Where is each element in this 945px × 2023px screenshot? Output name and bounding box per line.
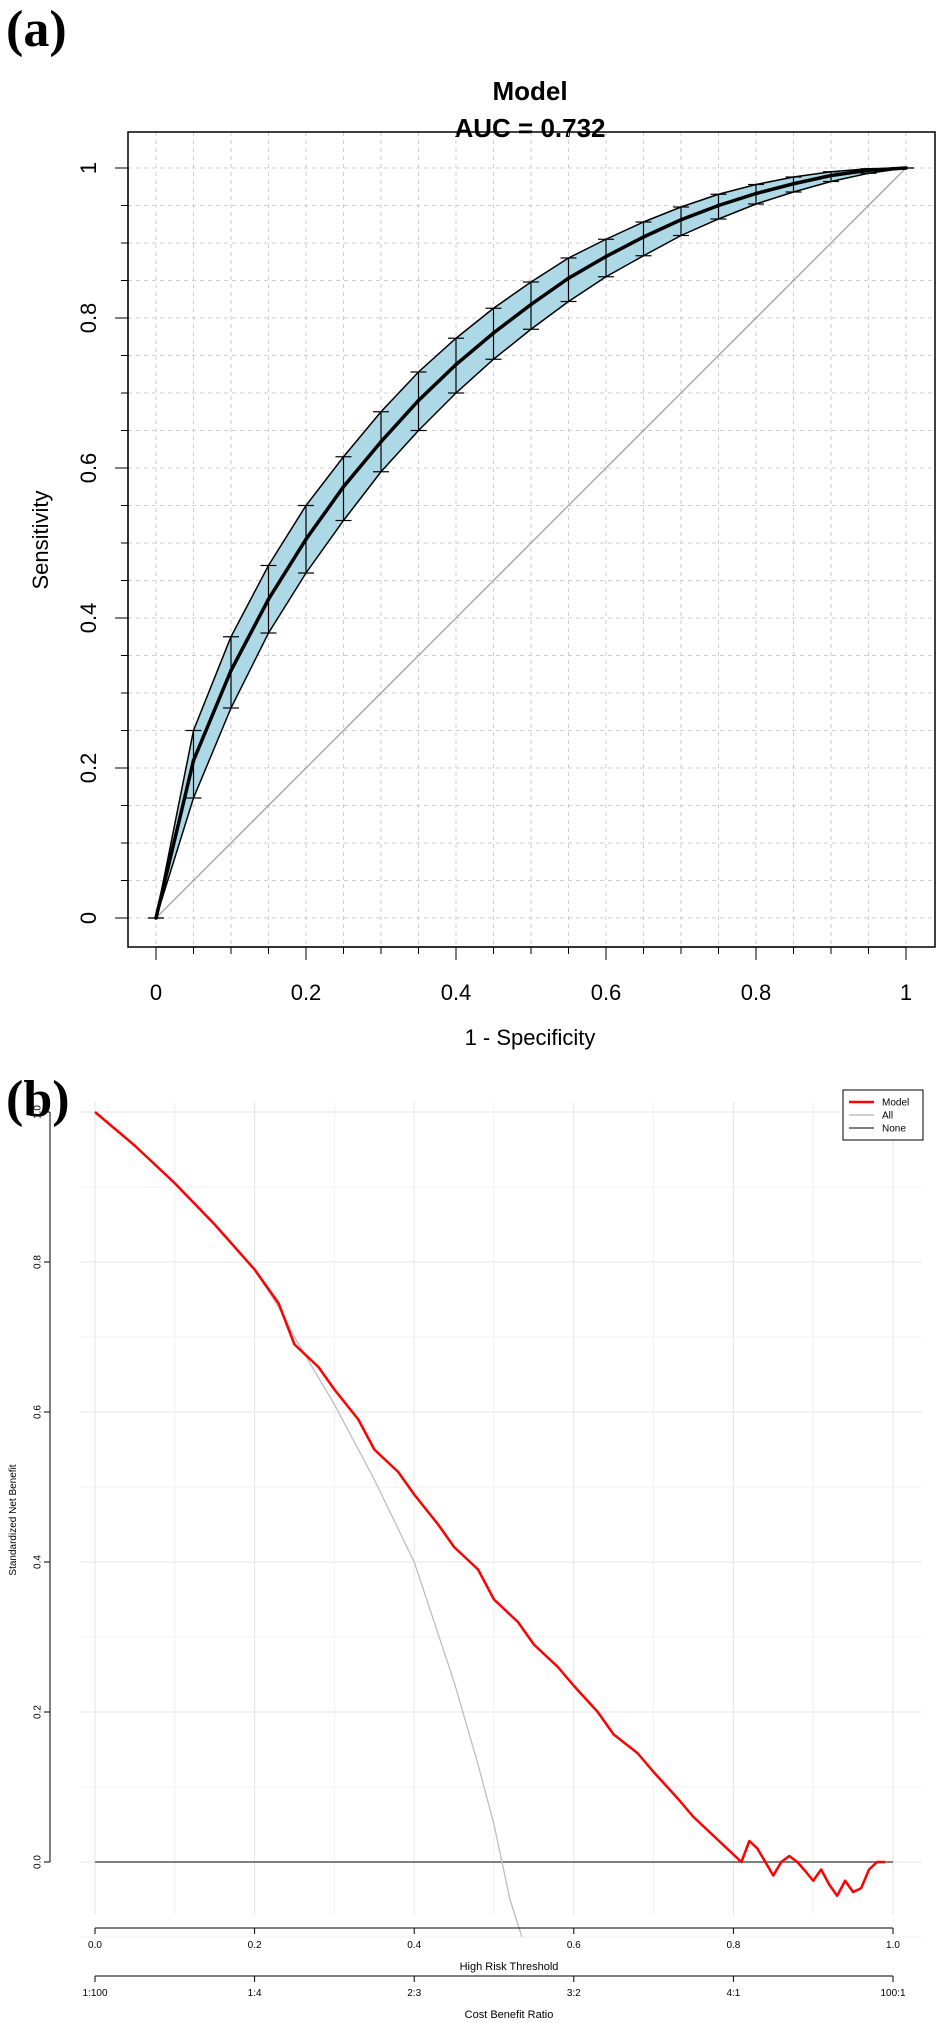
- roc-y-label: Sensitivity: [28, 490, 53, 589]
- x-tick-label: 0: [150, 980, 162, 1005]
- y-tick-label: 0: [76, 912, 101, 924]
- legend-label: All: [882, 1111, 893, 1122]
- roc-point: [866, 168, 871, 173]
- y-tick-label: 0.8: [33, 1255, 44, 1269]
- dca-x2-label: Cost Benefit Ratio: [465, 2009, 554, 2021]
- roc-point: [604, 254, 608, 259]
- dca-x-axis: 0.0 0.2 0.4 0.6 0.8 1.0: [88, 1927, 900, 1951]
- x2-tick-label: 2:3: [407, 1988, 421, 1999]
- roc-curve: [154, 166, 908, 920]
- roc-point: [679, 217, 683, 222]
- y-tick-label: 0.0: [33, 1855, 44, 1869]
- y-tick-label: 1: [76, 162, 101, 174]
- y-tick-label: 0.2: [76, 753, 101, 784]
- dca-grid: [80, 1102, 922, 1938]
- roc-point: [791, 181, 796, 186]
- roc-point: [266, 597, 271, 602]
- roc-point: [529, 302, 533, 307]
- roc-title: Model: [492, 76, 567, 106]
- x2-tick-label: 100:1: [880, 1988, 905, 1999]
- roc-point: [229, 668, 233, 673]
- x-tick-label: 1: [900, 980, 912, 1005]
- roc-point: [829, 173, 833, 178]
- x-tick-label: 0.4: [407, 1940, 421, 1951]
- decision-curve-chart: 0.0 0.2 0.4 0.6 0.8 1.0 1:100 1:4 2:3 3:2 4:1 100:…: [8, 1089, 924, 2021]
- x-tick-label: 0.4: [441, 980, 472, 1005]
- diagonal-reference-line: [155, 167, 907, 919]
- dca-x-label: High Risk Threshold: [460, 1961, 559, 1973]
- y-tick-label: 0.4: [76, 603, 101, 634]
- roc-point: [716, 203, 721, 208]
- roc-point: [416, 398, 421, 403]
- roc-point: [904, 166, 908, 170]
- dca-lines: [94, 1111, 893, 1938]
- y-tick-label: 0.6: [76, 453, 101, 484]
- roc-point: [379, 439, 383, 444]
- roc-point: [754, 191, 758, 196]
- x2-tick-label: 1:4: [248, 1988, 262, 1999]
- roc-point: [641, 235, 646, 239]
- y-tick-label: 0.4: [33, 1555, 44, 1569]
- roc-point: [566, 276, 571, 281]
- dca-legend: Model All None: [842, 1089, 924, 1141]
- x-tick-label: 0.8: [741, 980, 772, 1005]
- roc-x-label: 1 - Specificity: [465, 1025, 596, 1050]
- roc-x-axis: 0 0.2 0.4 0.6 0.8 1: [150, 946, 912, 1005]
- x-tick-label: 0.0: [88, 1940, 102, 1951]
- roc-point: [154, 916, 158, 920]
- x-tick-label: 0.8: [726, 1940, 740, 1951]
- x-tick-label: 0.6: [567, 1940, 581, 1951]
- y-tick-label: 0.6: [33, 1405, 44, 1419]
- roc-y-axis: 0 0.2 0.4 0.6 0.8 1: [76, 162, 129, 924]
- roc-point: [191, 758, 196, 763]
- roc-chart: Model AUC = 0.732 0 0.2 0.4 0.6 0.8 1 0 0.2 0.4…: [28, 76, 936, 1050]
- dca-cost-benefit-axis: 1:100 1:4 2:3 3:2 4:1 100:1: [82, 1975, 906, 1999]
- y-tick-label: 0.8: [76, 303, 101, 334]
- panel-a-label: (a): [6, 1, 67, 58]
- dca-y-label: Standardized Net Benefit: [8, 1464, 19, 1575]
- x-tick-label: 0.2: [248, 1940, 262, 1951]
- y-tick-label: 1.0: [33, 1105, 44, 1119]
- x-tick-label: 0.6: [591, 980, 622, 1005]
- roc-point: [341, 484, 346, 489]
- y-tick-label: 0.2: [33, 1705, 44, 1719]
- all-line: [94, 1111, 523, 1938]
- x-tick-label: 1.0: [886, 1940, 900, 1951]
- roc-point: [491, 331, 496, 335]
- x2-tick-label: 3:2: [567, 1988, 581, 1999]
- x-tick-label: 0.2: [291, 980, 322, 1005]
- roc-reference-line: [155, 167, 907, 919]
- roc-point: [304, 537, 308, 542]
- roc-point: [454, 362, 458, 367]
- x2-tick-label: 1:100: [82, 1988, 107, 1999]
- model-line: [94, 1111, 886, 1897]
- legend-label: Model: [882, 1098, 909, 1109]
- panel-b-label: (b): [6, 1071, 70, 1128]
- dca-y-axis: 0.0 0.2 0.4 0.6 0.8 1.0: [33, 1105, 51, 1869]
- x2-tick-label: 4:1: [726, 1988, 740, 1999]
- legend-label: None: [882, 1124, 906, 1135]
- roc-auc-label: AUC = 0.732: [454, 113, 605, 143]
